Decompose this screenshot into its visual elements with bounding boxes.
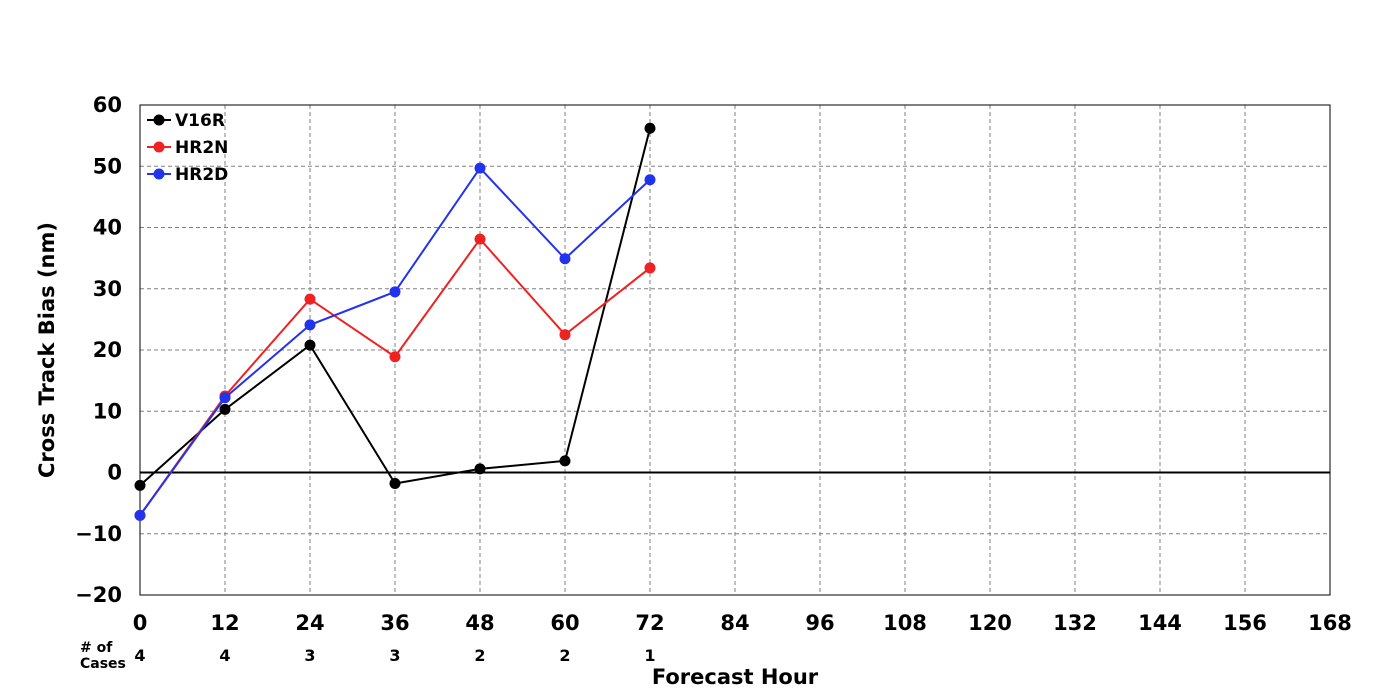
y-tick-label: 0 bbox=[107, 461, 122, 485]
legend-label: V16R bbox=[175, 111, 225, 131]
legend-item-hr2n: HR2N bbox=[147, 138, 228, 158]
x-tick-label: 24 bbox=[295, 611, 324, 635]
case-count: 4 bbox=[134, 646, 145, 665]
data-point bbox=[474, 233, 486, 245]
plot-frame bbox=[139, 104, 1331, 596]
legend-marker bbox=[153, 141, 165, 153]
case-count: 2 bbox=[474, 646, 485, 665]
x-tick-label: 156 bbox=[1223, 611, 1267, 635]
y-tick-labels: −20 −10 0 10 20 30 40 50 60 bbox=[75, 93, 122, 607]
x-tick-label: 168 bbox=[1308, 611, 1352, 635]
x-tick-label: 72 bbox=[635, 611, 664, 635]
legend: V16R HR2N HR2D bbox=[147, 111, 228, 185]
data-point bbox=[644, 122, 656, 134]
case-count: 2 bbox=[559, 646, 570, 665]
x-tick-label: 96 bbox=[805, 611, 834, 635]
case-count: 4 bbox=[219, 646, 230, 665]
x-tick-label: 108 bbox=[883, 611, 927, 635]
x-tick-label: 12 bbox=[210, 611, 239, 635]
series-v16r bbox=[134, 122, 656, 491]
y-tick-label: 60 bbox=[93, 93, 122, 117]
data-point bbox=[389, 351, 401, 363]
case-counts: 4 4 3 3 2 2 1 bbox=[134, 646, 655, 665]
data-point bbox=[304, 339, 316, 351]
legend-label: HR2N bbox=[175, 138, 228, 158]
legend-label: HR2D bbox=[175, 165, 228, 185]
data-point bbox=[474, 463, 486, 475]
data-point bbox=[644, 262, 656, 274]
data-point bbox=[219, 392, 231, 404]
y-tick-label: −10 bbox=[75, 522, 122, 546]
cases-label-line1: # of bbox=[80, 640, 113, 656]
y-tick-label: 50 bbox=[93, 154, 122, 178]
y-tick-label: 10 bbox=[93, 399, 122, 423]
x-tick-labels: 0 12 24 36 48 60 72 84 96 108 120 132 144 156 168 bbox=[133, 611, 1352, 635]
x-tick-label: 48 bbox=[465, 611, 494, 635]
data-point bbox=[304, 293, 316, 305]
legend-marker bbox=[153, 168, 165, 180]
x-tick-label: 60 bbox=[550, 611, 579, 635]
y-tick-label: −20 bbox=[75, 583, 122, 607]
data-point bbox=[644, 174, 656, 186]
y-tick-label: 20 bbox=[93, 338, 122, 362]
cases-label-line2: Cases bbox=[80, 656, 126, 672]
series-group bbox=[134, 122, 656, 521]
x-tick-label: 144 bbox=[1138, 611, 1182, 635]
case-count: 1 bbox=[644, 646, 655, 665]
data-point bbox=[134, 479, 146, 491]
series-hr2d bbox=[134, 162, 656, 521]
data-point bbox=[134, 509, 146, 521]
x-tick-label: 84 bbox=[720, 611, 749, 635]
x-tick-label: 132 bbox=[1053, 611, 1097, 635]
y-tick-label: 30 bbox=[93, 277, 122, 301]
legend-item-hr2d: HR2D bbox=[147, 165, 228, 185]
legend-item-v16r: V16R bbox=[147, 111, 225, 131]
x-axis-title: Forecast Hour bbox=[652, 665, 819, 689]
x-tick-label: 0 bbox=[133, 611, 148, 635]
y-tick-label: 40 bbox=[93, 216, 122, 240]
data-point bbox=[389, 286, 401, 298]
data-point bbox=[389, 478, 401, 490]
grid bbox=[140, 105, 1330, 595]
x-tick-label: 120 bbox=[968, 611, 1012, 635]
data-point bbox=[559, 455, 571, 467]
y-axis-title: Cross Track Bias (nm) bbox=[35, 222, 59, 478]
x-tick-label: 36 bbox=[380, 611, 409, 635]
data-point bbox=[304, 319, 316, 331]
case-count: 3 bbox=[389, 646, 400, 665]
data-point bbox=[474, 162, 486, 174]
data-point bbox=[559, 329, 571, 341]
legend-marker bbox=[153, 114, 165, 126]
case-count: 3 bbox=[304, 646, 315, 665]
data-point bbox=[219, 403, 231, 415]
data-point bbox=[559, 253, 571, 265]
